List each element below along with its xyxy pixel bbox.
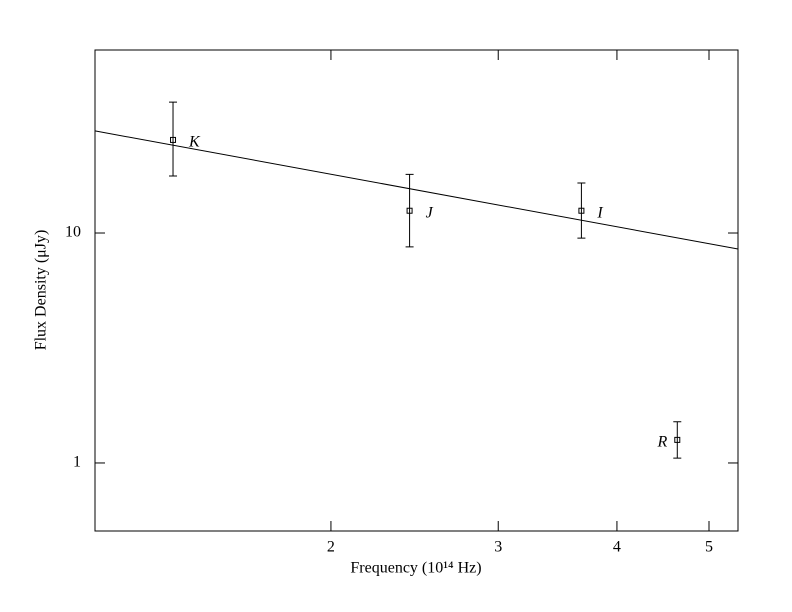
- point: [406, 207, 413, 214]
- point-label: J: [426, 204, 434, 221]
- point: [578, 207, 585, 214]
- point: [170, 136, 177, 143]
- x-tick-label: 2: [327, 539, 335, 556]
- fit-line: [94, 130, 739, 250]
- point: [674, 436, 681, 443]
- y-tick-label: 1: [73, 454, 81, 471]
- x-axis-label: Frequency (10¹⁴ Hz): [350, 560, 481, 577]
- error-bar: [169, 101, 178, 177]
- plot-frame: [94, 49, 739, 532]
- x-tick-label: 4: [613, 539, 621, 556]
- point-label: R: [657, 434, 668, 451]
- x-tick-label: 3: [494, 539, 502, 556]
- error-bar: [405, 173, 414, 248]
- error-bar: [577, 182, 586, 239]
- y-axis-label: Flux Density (μJy): [33, 230, 50, 351]
- point-label: I: [596, 204, 603, 221]
- y-tick-label: 10: [65, 224, 81, 241]
- x-tick-label: 5: [705, 539, 713, 556]
- error-bar: [673, 421, 682, 459]
- point-label: K: [188, 134, 201, 151]
